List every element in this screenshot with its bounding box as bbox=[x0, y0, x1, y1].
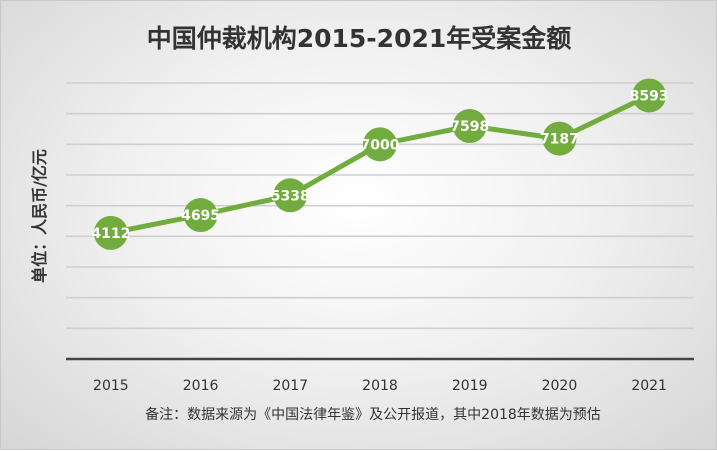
data-point-marker bbox=[183, 198, 218, 233]
data-point-marker bbox=[542, 121, 577, 156]
data-point-marker bbox=[452, 108, 487, 143]
data-label: 7000 bbox=[361, 137, 400, 153]
data-label: 7187 bbox=[540, 132, 579, 148]
x-tick-label: 2019 bbox=[452, 378, 488, 394]
footnote: 备注：数据来源为《中国法律年鉴》及公开报道，其中2018年数据为预估 bbox=[145, 406, 601, 423]
series-layer: 4112 4695 5338 7000 7598 7187 8593 bbox=[91, 78, 669, 250]
x-tick-label: 2020 bbox=[542, 378, 578, 394]
data-point-marker bbox=[273, 178, 308, 213]
data-label: 5338 bbox=[271, 188, 310, 204]
data-label: 8593 bbox=[630, 88, 669, 104]
data-label: 4112 bbox=[91, 226, 130, 242]
x-tick-label: 2018 bbox=[362, 378, 398, 394]
data-label: 4695 bbox=[181, 208, 220, 224]
x-tick-layer: 2015 2016 2017 2018 2019 2020 2021 bbox=[93, 378, 667, 394]
y-axis-label: 单位：人民币/亿元 bbox=[30, 149, 49, 283]
x-tick-label: 2015 bbox=[93, 378, 129, 394]
data-label: 7598 bbox=[450, 119, 489, 135]
data-point-marker bbox=[93, 215, 128, 250]
x-tick-label: 2016 bbox=[183, 378, 219, 394]
grid-layer bbox=[66, 82, 694, 361]
data-point-marker bbox=[632, 78, 667, 113]
data-point-marker bbox=[363, 127, 397, 162]
chart-title: 中国仲裁机构2015-2021年受案金额 bbox=[147, 24, 572, 53]
x-tick-label: 2021 bbox=[631, 378, 667, 394]
x-tick-label: 2017 bbox=[272, 378, 308, 394]
